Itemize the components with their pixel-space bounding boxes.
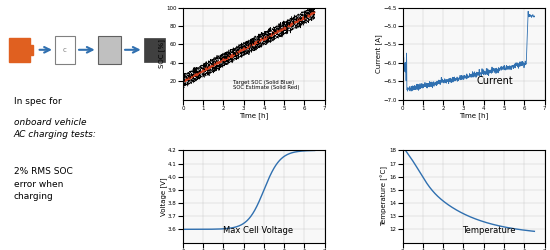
Text: Max Cell Voltage: Max Cell Voltage	[223, 226, 293, 235]
Text: Target SOC (Solid Blue)
SOC Estimate (Solid Red): Target SOC (Solid Blue) SOC Estimate (So…	[233, 80, 299, 90]
X-axis label: Time [h]: Time [h]	[459, 112, 488, 119]
Y-axis label: Current [A]: Current [A]	[375, 34, 382, 73]
Text: 2% RMS SOC
error when
charging: 2% RMS SOC error when charging	[14, 167, 73, 201]
Text: c: c	[63, 47, 67, 53]
Y-axis label: Temperature [°C]: Temperature [°C]	[381, 166, 388, 226]
X-axis label: Time [h]: Time [h]	[239, 112, 268, 119]
Bar	[55, 36, 74, 64]
Bar	[97, 36, 120, 64]
Bar	[30, 45, 34, 54]
Bar	[144, 38, 165, 62]
Y-axis label: SOC [%]: SOC [%]	[158, 39, 165, 68]
Text: Current: Current	[476, 76, 513, 86]
Bar	[9, 38, 30, 62]
Text: Temperature: Temperature	[462, 226, 516, 235]
Y-axis label: Voltage [V]: Voltage [V]	[160, 177, 167, 216]
Text: In spec for: In spec for	[14, 97, 62, 106]
Text: onboard vehicle
AC charging tests:: onboard vehicle AC charging tests:	[14, 118, 97, 140]
